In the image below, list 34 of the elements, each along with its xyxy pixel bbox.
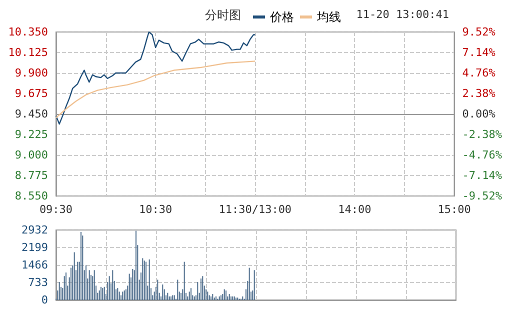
y2-tick-label: -9.52%: [462, 190, 502, 202]
y2-tick-label: 7.14%: [462, 46, 496, 59]
y-tick-label: 9.900: [14, 66, 48, 80]
x-tick-label: 09:30: [39, 203, 73, 216]
y-tick-label: 8.775: [14, 169, 48, 182]
y-tick-label: 1466: [22, 258, 48, 272]
y2-tick-label: -7.14%: [462, 169, 502, 182]
y-tick-label: 2932: [22, 224, 48, 236]
line-series: [55, 31, 256, 125]
chart-title: 分时图: [205, 8, 241, 22]
y2-tick-label: 4.76%: [462, 66, 496, 80]
x-tick-label: 10:30: [139, 203, 172, 216]
y2-tick-label: 9.52%: [462, 26, 496, 38]
legend-label: 价格: [269, 10, 294, 24]
line-series: [55, 60, 256, 118]
y-tick-label: 733: [28, 276, 48, 289]
y-tick-label: 9.675: [14, 87, 48, 100]
x-tick-label: 11:30/13:00: [218, 203, 292, 216]
text: 11-20 13:00:41: [356, 8, 450, 21]
y-tick-label: 2199: [22, 241, 48, 254]
x-tick-label: 15:00: [438, 203, 471, 216]
y-tick-label: 0: [41, 294, 48, 306]
y2-tick-label: -2.38%: [462, 128, 502, 141]
x-tick-label: 14:00: [338, 203, 372, 216]
y-tick-label: 10.125: [8, 46, 48, 59]
y2-tick-label: -4.76%: [462, 148, 502, 162]
legend-label: 均线: [316, 10, 341, 24]
y-tick-label: 8.550: [14, 190, 48, 202]
y2-tick-label: 2.38%: [462, 87, 496, 100]
y-tick-label: 10.350: [8, 26, 48, 38]
y-tick-label: 9.450: [14, 108, 48, 120]
y-tick-label: 9.000: [14, 148, 48, 162]
y-tick-label: 9.225: [14, 128, 48, 141]
y2-tick-label: 0.00%: [462, 108, 496, 120]
